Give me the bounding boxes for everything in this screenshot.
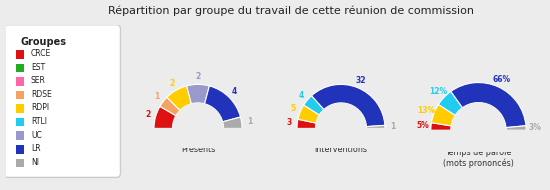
Bar <box>16 118 24 126</box>
Text: RDSE: RDSE <box>31 90 52 99</box>
Wedge shape <box>506 126 526 130</box>
Text: Présents: Présents <box>181 145 215 154</box>
Wedge shape <box>366 125 385 128</box>
Bar <box>16 64 24 72</box>
Wedge shape <box>160 97 180 116</box>
Text: 4: 4 <box>299 90 304 100</box>
Wedge shape <box>297 119 316 128</box>
Text: 1: 1 <box>390 122 395 131</box>
Bar <box>16 77 24 86</box>
Text: 13%: 13% <box>417 106 435 115</box>
Bar <box>16 91 24 99</box>
Text: 3: 3 <box>287 119 292 127</box>
Bar <box>275 128 407 155</box>
Wedge shape <box>304 96 324 115</box>
Wedge shape <box>298 105 320 123</box>
Bar <box>16 131 24 140</box>
Bar <box>407 130 550 159</box>
Text: 2: 2 <box>169 79 175 88</box>
Text: 2: 2 <box>195 72 201 81</box>
Text: 3%: 3% <box>528 123 541 132</box>
Text: Groupes: Groupes <box>20 37 66 47</box>
Text: NI: NI <box>31 158 39 167</box>
Text: CRCE: CRCE <box>31 49 51 58</box>
Wedge shape <box>223 117 242 128</box>
FancyBboxPatch shape <box>4 25 120 177</box>
Bar <box>16 50 24 59</box>
Text: RTLI: RTLI <box>31 117 47 126</box>
Circle shape <box>173 103 223 154</box>
Text: Interventions: Interventions <box>315 145 367 154</box>
Wedge shape <box>451 83 526 128</box>
Text: EST: EST <box>31 63 45 72</box>
Wedge shape <box>438 91 463 115</box>
Text: 4: 4 <box>232 87 238 96</box>
Text: 2: 2 <box>145 110 151 120</box>
Text: Répartition par groupe du travail de cette réunion de commission: Répartition par groupe du travail de cet… <box>108 6 475 16</box>
Text: LR: LR <box>31 144 41 153</box>
Circle shape <box>451 103 506 158</box>
Bar <box>16 104 24 113</box>
Wedge shape <box>311 84 385 127</box>
Wedge shape <box>167 86 191 110</box>
Bar <box>16 158 24 167</box>
Wedge shape <box>154 106 176 128</box>
Text: 12%: 12% <box>429 87 447 96</box>
Text: 5: 5 <box>290 105 295 113</box>
Text: 1: 1 <box>154 92 160 101</box>
Text: 32: 32 <box>355 76 366 85</box>
Text: Temps de parole
(mots prononcés): Temps de parole (mots prononcés) <box>443 148 514 168</box>
Text: 5%: 5% <box>416 121 429 130</box>
Bar <box>16 145 24 154</box>
Wedge shape <box>431 105 455 126</box>
Bar <box>132 128 264 155</box>
Text: 66%: 66% <box>493 74 511 84</box>
Text: SER: SER <box>31 76 46 85</box>
Circle shape <box>316 103 366 154</box>
Text: 1: 1 <box>247 117 252 126</box>
Wedge shape <box>205 86 240 122</box>
Text: RDPI: RDPI <box>31 103 49 112</box>
Text: UC: UC <box>31 131 42 139</box>
Wedge shape <box>186 84 210 104</box>
Wedge shape <box>431 123 451 130</box>
